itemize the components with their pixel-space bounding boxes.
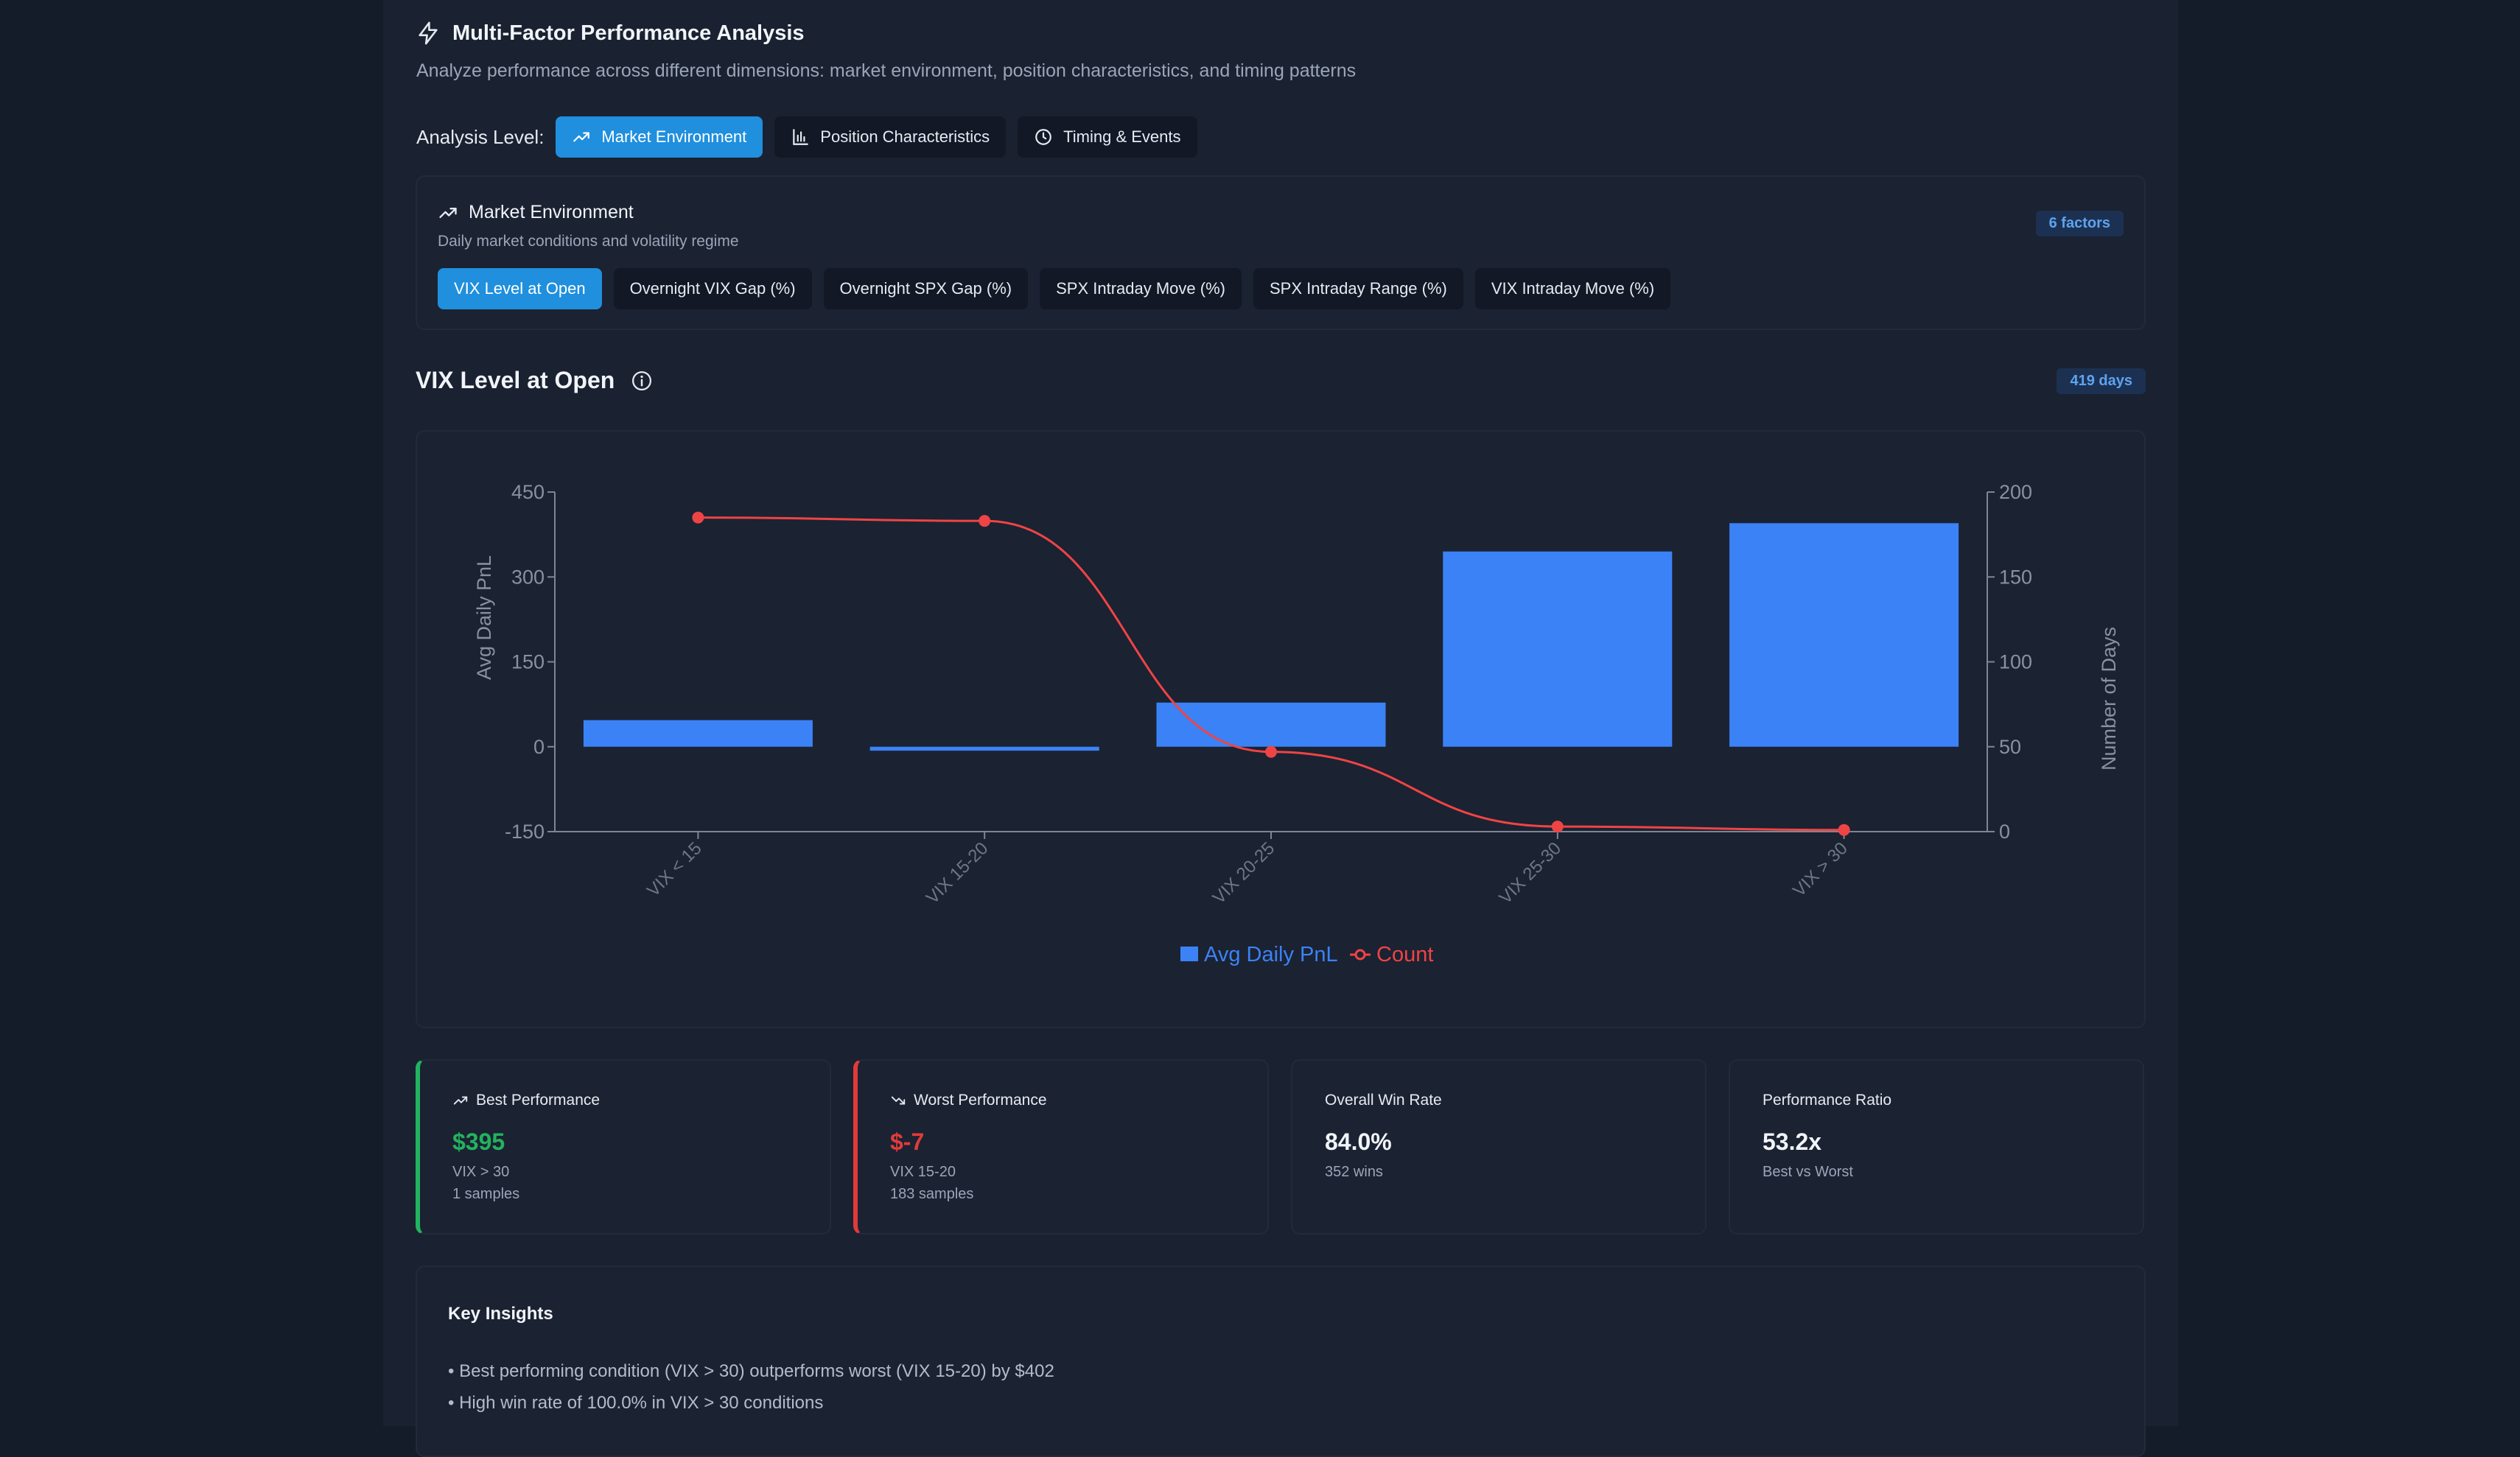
y2-tick-label: 0: [1999, 821, 2010, 843]
page-title: Multi-Factor Performance Analysis: [452, 21, 805, 45]
trending-up-icon: [439, 207, 457, 218]
chart-header: VIX Level at Open: [416, 367, 653, 394]
key-insights-card: Key Insights • Best performing condition…: [416, 1265, 2146, 1457]
insight-item: • High win rate of 100.0% in VIX > 30 co…: [448, 1393, 824, 1413]
count-line: [698, 516, 1844, 832]
performance-ratio-card: Performance Ratio 53.2x Best vs Worst: [1729, 1059, 2144, 1235]
count-point-4: [1551, 821, 1564, 833]
stat-samples: 1 samples: [452, 1186, 520, 1202]
y-axis-title: Avg Daily PnL: [473, 555, 495, 680]
factor-vix-level-button[interactable]: VIX Level at Open: [438, 268, 602, 309]
stat-value: 53.2x: [1763, 1128, 1822, 1155]
factor-overnight-vix-gap-button[interactable]: Overnight VIX Gap (%): [613, 268, 812, 309]
y-tick-label: -150: [505, 821, 545, 843]
chart-card: 450 300 150 0 -150 200 150 100 50 0 Avg Daily PnL N…: [416, 430, 2146, 1028]
clock-icon: [1035, 129, 1051, 145]
level-label: Timing & Events: [1063, 127, 1181, 146]
stat-subtext: VIX 15-20: [890, 1164, 956, 1180]
y2-tick-label: 150: [1999, 566, 2032, 588]
analysis-level-selector: Analysis Level: Market Environment Posit…: [416, 116, 1197, 158]
bar-1: [583, 720, 813, 747]
level-label: Market Environment: [601, 127, 747, 146]
y2-tick-label: 100: [1999, 651, 2032, 673]
x-tick-label: VIX 25-30: [1495, 838, 1565, 908]
header: Multi-Factor Performance Analysis: [416, 21, 805, 46]
stat-label: Overall Win Rate: [1325, 1092, 1442, 1109]
factor-selector: VIX Level at Open Overnight VIX Gap (%) …: [438, 268, 1671, 309]
insight-item: • Best performing condition (VIX > 30) o…: [448, 1361, 1054, 1381]
legend-line-label: Count: [1376, 943, 1433, 966]
y-tick-label: 450: [511, 481, 545, 503]
y2-axis-title: Number of Days: [2098, 627, 2120, 770]
stat-subtext: VIX > 30: [452, 1164, 510, 1180]
lightning-icon: [419, 21, 438, 45]
win-rate-card: Overall Win Rate 84.0% 352 wins: [1291, 1059, 1707, 1235]
stat-subtext: 352 wins: [1325, 1164, 1383, 1180]
factor-spx-intraday-range-button[interactable]: SPX Intraday Range (%): [1253, 268, 1463, 309]
page-subtitle: Analyze performance across different dim…: [416, 60, 1357, 81]
factor-spx-intraday-move-button[interactable]: SPX Intraday Move (%): [1040, 268, 1242, 309]
env-title: Market Environment: [438, 202, 634, 223]
legend-bar-label: Avg Daily PnL: [1204, 943, 1338, 966]
count-point-5: [1838, 824, 1850, 836]
worst-performance-card: Worst Performance $-7 VIX 15-20 183 samp…: [853, 1059, 1269, 1235]
factors-count-badge: 6 factors: [2035, 211, 2124, 236]
factor-overnight-spx-gap-button[interactable]: Overnight SPX Gap (%): [823, 268, 1029, 309]
combo-chart: 450 300 150 0 -150 200 150 100 50 0 Avg Daily PnL N…: [473, 481, 2120, 966]
market-environment-card: Market Environment Daily market conditio…: [416, 175, 2146, 330]
info-icon[interactable]: [631, 370, 653, 392]
best-performance-card: Best Performance $395 VIX > 30 1 samples: [416, 1059, 831, 1235]
y2-tick-label: 50: [1999, 736, 2021, 758]
env-title-text: Market Environment: [469, 202, 634, 222]
x-tick-label: VIX 15-20: [923, 838, 993, 908]
count-point-2: [979, 515, 991, 527]
level-label: Position Characteristics: [820, 127, 990, 146]
x-tick-label: VIX 20-25: [1209, 838, 1279, 908]
stat-subtext: Best vs Worst: [1763, 1164, 1853, 1180]
count-point-1: [692, 511, 704, 524]
main-panel: Multi-Factor Performance Analysis Analyz…: [383, 0, 2178, 1457]
stat-label-text: Worst Performance: [914, 1092, 1047, 1109]
count-point-3: [1265, 745, 1277, 758]
trending-down-icon: [891, 1096, 906, 1105]
stat-label: Performance Ratio: [1763, 1092, 1892, 1109]
bar-3: [1156, 702, 1386, 747]
y-tick-label: 300: [511, 566, 545, 588]
level-market-environment-button[interactable]: Market Environment: [556, 116, 763, 158]
level-timing-events-button[interactable]: Timing & Events: [1018, 116, 1197, 158]
bar-5: [1729, 523, 1959, 747]
chart-title: VIX Level at Open: [416, 367, 615, 393]
stat-value: $395: [452, 1128, 505, 1155]
env-description: Daily market conditions and volatility r…: [438, 233, 739, 250]
x-tick-label: VIX < 15: [643, 838, 706, 901]
stat-label: Best Performance: [452, 1092, 600, 1109]
trending-up-icon: [453, 1096, 468, 1105]
legend-line-marker: [1354, 949, 1366, 961]
y-tick-label: 0: [533, 736, 545, 758]
legend-bar-swatch: [1180, 947, 1198, 961]
x-tick-label: VIX > 30: [1789, 838, 1852, 901]
bar-2: [869, 746, 1099, 751]
analysis-level-label: Analysis Level:: [416, 125, 545, 148]
insights-title: Key Insights: [448, 1304, 553, 1324]
stat-samples: 183 samples: [890, 1186, 974, 1202]
bar-chart-icon: [793, 129, 809, 145]
factor-vix-intraday-move-button[interactable]: VIX Intraday Move (%): [1474, 268, 1671, 309]
stat-value: 84.0%: [1325, 1128, 1392, 1155]
stat-label: Worst Performance: [890, 1092, 1047, 1109]
stat-label-text: Best Performance: [476, 1092, 601, 1109]
bar-4: [1443, 551, 1673, 747]
y-tick-label: 150: [511, 651, 545, 673]
stat-value: $-7: [890, 1128, 925, 1155]
y2-tick-label: 200: [1999, 481, 2032, 503]
level-position-characteristics-button[interactable]: Position Characteristics: [774, 116, 1007, 158]
trending-up-icon: [573, 132, 590, 142]
days-count-badge: 419 days: [2057, 368, 2146, 394]
